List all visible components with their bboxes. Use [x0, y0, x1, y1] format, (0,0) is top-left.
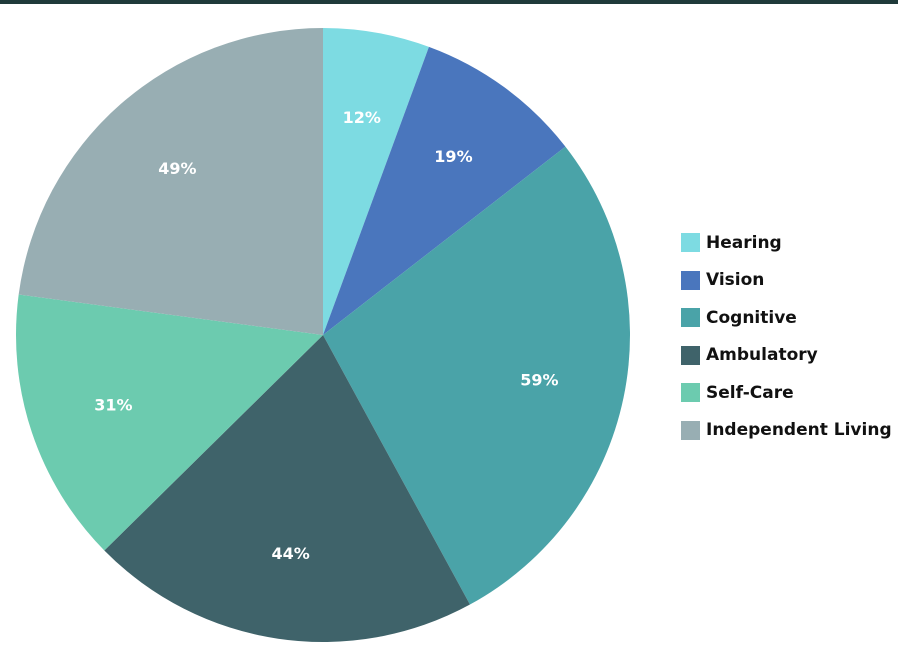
- slice-value-label-independent-living: 49%: [158, 159, 196, 178]
- legend-label-vision: Vision: [706, 270, 764, 290]
- legend-item-hearing: Hearing: [681, 224, 892, 262]
- legend-label-independent-living: Independent Living: [706, 420, 892, 440]
- legend-item-cognitive: Cognitive: [681, 299, 892, 337]
- slice-value-label-self-care: 31%: [94, 396, 132, 415]
- pie-slices: [16, 28, 630, 642]
- legend-label-hearing: Hearing: [706, 233, 782, 253]
- legend-label-ambulatory: Ambulatory: [706, 345, 818, 365]
- pie-slice-independent-living: [19, 28, 323, 335]
- legend-swatch-ambulatory: [681, 346, 700, 365]
- legend-item-ambulatory: Ambulatory: [681, 337, 892, 375]
- legend-swatch-hearing: [681, 233, 700, 252]
- slice-value-label-cognitive: 59%: [520, 371, 558, 390]
- slice-value-label-vision: 19%: [434, 147, 472, 166]
- slice-value-label-ambulatory: 44%: [272, 544, 310, 563]
- legend-item-vision: Vision: [681, 262, 892, 300]
- legend-label-self-care: Self-Care: [706, 383, 794, 403]
- legend-swatch-vision: [681, 271, 700, 290]
- slice-value-label-hearing: 12%: [343, 108, 381, 127]
- legend-item-independent-living: Independent Living: [681, 412, 892, 450]
- legend-swatch-independent-living: [681, 421, 700, 440]
- legend-item-self-care: Self-Care: [681, 374, 892, 412]
- legend: Hearing Vision Cognitive Ambulatory Self…: [681, 224, 892, 449]
- legend-label-cognitive: Cognitive: [706, 308, 797, 328]
- legend-swatch-self-care: [681, 383, 700, 402]
- legend-swatch-cognitive: [681, 308, 700, 327]
